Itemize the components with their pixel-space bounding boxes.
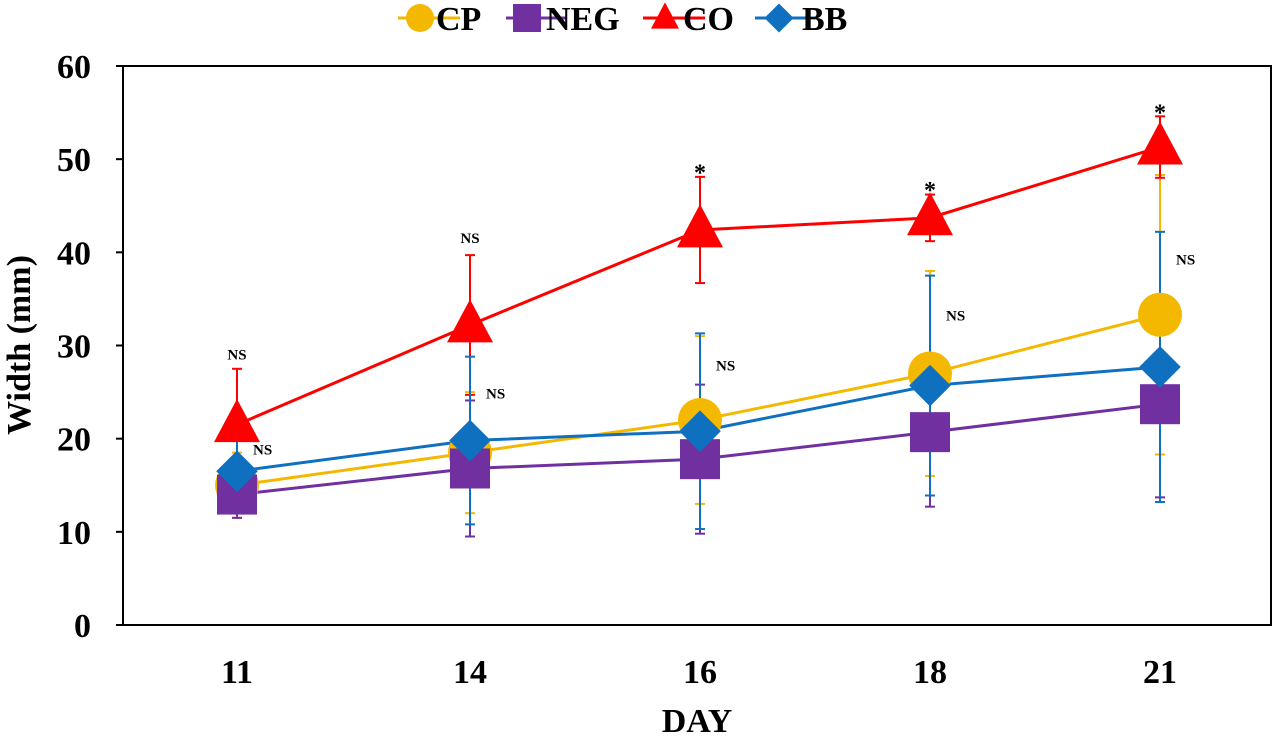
significance-star: * — [694, 160, 706, 186]
co-data-point — [214, 399, 260, 443]
series-markers — [214, 121, 1183, 515]
significance-ns-label: NS — [460, 231, 479, 247]
bb-data-point — [1139, 346, 1181, 388]
x-tick-label: 11 — [221, 654, 253, 691]
co-data-point — [447, 299, 493, 343]
y-tick-label: 20 — [57, 422, 91, 459]
bb-data-point — [216, 450, 258, 493]
y-tick-label: 30 — [57, 329, 91, 366]
bb-data-point — [909, 364, 951, 407]
legend: CP NEG CO BB — [398, 1, 847, 38]
x-tick-label: 21 — [1143, 654, 1177, 691]
neg-data-point — [1140, 384, 1180, 425]
significance-ns-label: NS — [486, 387, 505, 403]
y-axis-title: Width (mm) — [1, 255, 38, 435]
bb-data-point — [449, 419, 491, 462]
neg-data-point — [910, 412, 950, 453]
significance-star: * — [1154, 101, 1166, 127]
co-data-point — [907, 192, 953, 236]
significance-ns-label: NS — [946, 308, 965, 324]
x-tick-label: 16 — [683, 654, 717, 691]
significance-ns-label: NS — [253, 443, 272, 459]
significance-ns-label: NS — [1176, 252, 1195, 268]
legend-co-label: CO — [683, 1, 734, 38]
x-tick-label: 14 — [453, 654, 487, 691]
y-axis: 0 10 20 30 40 50 60 — [57, 49, 123, 645]
bb-data-point — [679, 410, 721, 453]
y-tick-label: 0 — [74, 608, 91, 645]
legend-cp-label: CP — [436, 1, 481, 38]
significance-star: * — [924, 178, 936, 204]
legend-cp-marker — [406, 4, 434, 32]
co-data-point — [1137, 121, 1183, 165]
cp-data-point — [1138, 292, 1182, 337]
x-axis-title: DAY — [662, 703, 733, 739]
y-tick-label: 40 — [57, 235, 91, 272]
co-series-line — [236, 145, 1161, 427]
legend-neg-marker — [513, 4, 541, 32]
x-tick-label: 18 — [913, 654, 947, 691]
y-tick-label: 50 — [57, 142, 91, 179]
y-tick-label: 10 — [57, 515, 91, 552]
significance-ns-label: NS — [227, 347, 246, 363]
co-data-point — [677, 204, 723, 248]
significance-ns-label: NS — [716, 359, 735, 375]
significance-annotations: NS NS NS NS * NS * NS * NS — [227, 101, 1195, 459]
plot-area-frame — [122, 65, 1272, 626]
legend-co-marker — [651, 2, 679, 29]
legend-bb-marker — [764, 3, 794, 33]
y-tick-label: 60 — [57, 49, 91, 86]
legend-bb-label: BB — [802, 1, 847, 38]
x-axis: 11 14 16 18 21 — [221, 654, 1177, 691]
legend-neg-label: NEG — [546, 1, 620, 38]
